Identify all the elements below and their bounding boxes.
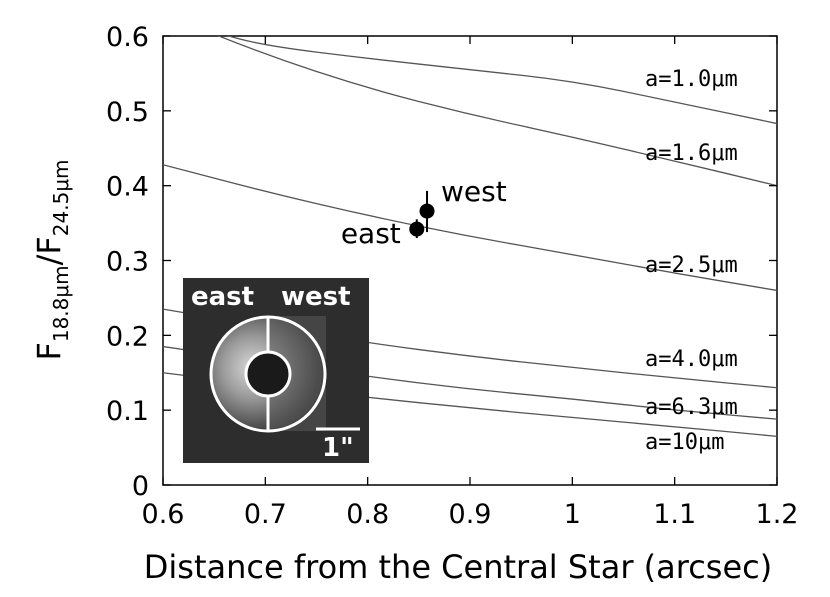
- y-tick-label: 0: [132, 471, 149, 502]
- inset-label-west: west: [281, 282, 351, 312]
- x-tick-label: 1.1: [653, 499, 696, 530]
- x-axis-title: Distance from the Central Star (arcsec): [144, 548, 772, 586]
- y-tick-label: 0.6: [106, 22, 149, 53]
- point-west: [419, 203, 435, 219]
- curve-label-3: a=2.5μm: [645, 253, 738, 278]
- point-east: [409, 221, 425, 237]
- y-tick-label: 0.5: [106, 97, 149, 128]
- curve-labels: a=1.0μm a=1.6μm a=2.5μm a=4.0μm a=6.3μm a=10μ…: [645, 67, 738, 455]
- curve-label-2: a=1.6μm: [645, 141, 738, 166]
- ticks: 0.6 0.7 0.8 0.9 1 1.1 1.2 0 0.1 0.2 0.3 0.4 0.5 0.6: [106, 22, 798, 530]
- central-hole: [246, 352, 290, 396]
- y-axis-title-base1: F: [30, 342, 68, 360]
- curve-3: [163, 164, 777, 292]
- curve-1: [226, 36, 777, 125]
- y-tick-label: 0.2: [106, 321, 149, 352]
- inset-label-east: east: [191, 282, 254, 312]
- x-tick-label: 0.7: [244, 499, 287, 530]
- curve-label-6: a=10μm: [645, 430, 724, 455]
- point-label-east: east: [341, 217, 401, 250]
- x-tick-label: 0.9: [449, 499, 492, 530]
- curve-label-4: a=4.0μm: [645, 347, 738, 372]
- x-tick-label: 0.6: [142, 499, 185, 530]
- x-tick-label: 1.2: [756, 499, 799, 530]
- svg-text:F18.8μm/F24.5μm: F18.8μm/F24.5μm: [30, 159, 73, 360]
- curve-label-5: a=6.3μm: [645, 395, 738, 420]
- y-tick-label: 0.1: [106, 396, 149, 427]
- y-axis-title-slash: /: [30, 254, 68, 265]
- x-tick-label: 0.8: [346, 499, 389, 530]
- inset-image: east west 1": [183, 278, 369, 463]
- y-axis-title-sub2: 24.5μm: [49, 159, 73, 236]
- data-points: west east: [341, 175, 507, 250]
- x-tick-label: 1: [564, 499, 581, 530]
- point-label-west: west: [441, 175, 507, 208]
- y-tick-label: 0.3: [106, 247, 149, 278]
- curve-2: [217, 36, 777, 187]
- y-axis-title: F18.8μm/F24.5μm: [30, 159, 73, 360]
- curve-label-1: a=1.0μm: [645, 67, 738, 92]
- y-tick-label: 0.4: [106, 172, 149, 203]
- y-axis-title-base2: F: [30, 236, 68, 254]
- y-axis-title-sub1: 18.8μm: [49, 265, 73, 342]
- scale-bar-label: 1": [322, 433, 354, 463]
